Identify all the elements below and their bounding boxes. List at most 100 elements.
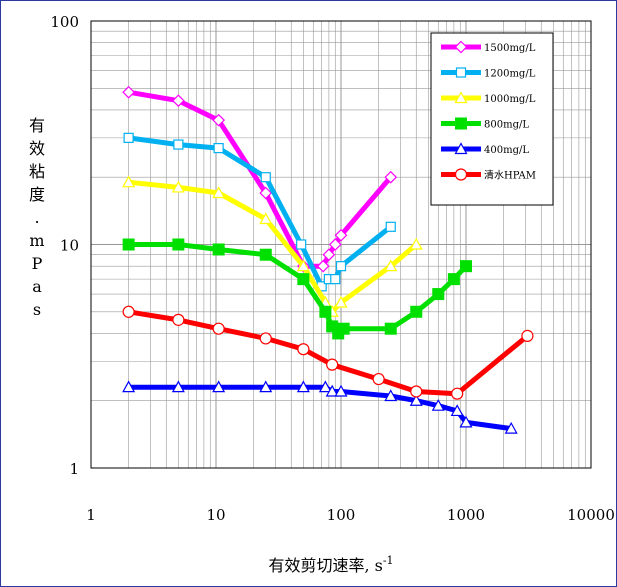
data-point bbox=[460, 260, 472, 273]
series-line bbox=[126, 179, 419, 315]
legend-item: 清水HPAM bbox=[441, 168, 536, 182]
y-tick-label: 1 bbox=[69, 460, 79, 478]
data-point bbox=[334, 228, 348, 242]
legend-item: 1000mg/L bbox=[441, 91, 536, 105]
data-point bbox=[212, 186, 226, 199]
data-point bbox=[384, 389, 398, 402]
legend-item: 1200mg/L bbox=[441, 67, 536, 80]
y-axis-title-char: s bbox=[33, 300, 41, 319]
data-point bbox=[409, 393, 423, 406]
data-point bbox=[447, 273, 460, 286]
data-point bbox=[122, 305, 135, 318]
data-point bbox=[212, 380, 226, 393]
y-axis-title-char: 度 bbox=[29, 185, 45, 204]
x-axis-title: 有效剪切速率, s-1 bbox=[268, 554, 393, 575]
series-800mg/L bbox=[122, 238, 472, 340]
legend: 1500mg/L 1200mg/L 1000mg/L 800mg/L 400mg/L 清水… bbox=[430, 32, 554, 206]
series-400mg/L bbox=[122, 380, 518, 434]
series-1000mg/L bbox=[122, 175, 423, 317]
data-point bbox=[326, 358, 339, 371]
data-point bbox=[335, 261, 347, 272]
series-lines bbox=[122, 85, 534, 434]
data-point bbox=[171, 380, 185, 393]
data-point bbox=[173, 139, 184, 150]
data-point bbox=[297, 273, 310, 286]
data-point bbox=[319, 305, 332, 318]
legend-label: 1000mg/L bbox=[484, 94, 536, 105]
data-point bbox=[454, 168, 468, 181]
data-point bbox=[213, 142, 224, 154]
data-point bbox=[521, 329, 534, 342]
data-point bbox=[172, 313, 185, 326]
data-point bbox=[451, 387, 464, 400]
data-point bbox=[325, 384, 339, 397]
data-point bbox=[410, 305, 423, 318]
legend-label: 1200mg/L bbox=[484, 69, 536, 80]
data-point bbox=[259, 186, 273, 200]
data-point bbox=[296, 239, 307, 250]
data-point bbox=[385, 221, 396, 232]
data-point bbox=[455, 117, 467, 130]
x-tick-label: 10 bbox=[206, 506, 225, 524]
data-point bbox=[384, 170, 398, 184]
legend-item: 400mg/L bbox=[441, 142, 529, 156]
data-point bbox=[334, 295, 348, 308]
y-axis-title-char: 效 bbox=[29, 139, 45, 158]
tick-labels: 1 10 100 1000 10000 1 10 100 bbox=[50, 13, 615, 524]
data-point bbox=[454, 91, 468, 104]
series-line bbox=[126, 309, 530, 397]
data-point bbox=[384, 259, 398, 272]
data-point bbox=[372, 372, 385, 386]
data-point bbox=[459, 415, 473, 428]
data-point bbox=[212, 322, 225, 335]
data-point bbox=[431, 398, 445, 411]
data-point bbox=[172, 238, 185, 251]
legend-label: 1500mg/L bbox=[484, 43, 536, 54]
data-point bbox=[171, 180, 185, 193]
data-point bbox=[504, 421, 518, 434]
series-line bbox=[126, 135, 394, 289]
data-point bbox=[454, 142, 468, 155]
data-point bbox=[432, 288, 445, 301]
data-point bbox=[259, 248, 272, 261]
y-tick-label: 100 bbox=[50, 13, 79, 31]
data-point bbox=[122, 380, 136, 393]
data-point bbox=[259, 332, 272, 345]
data-point bbox=[454, 40, 468, 54]
series-line bbox=[126, 89, 394, 269]
legend-label: 400mg/L bbox=[484, 145, 529, 156]
data-point bbox=[297, 343, 310, 356]
data-point bbox=[122, 175, 136, 188]
data-point bbox=[409, 237, 423, 250]
data-point bbox=[212, 243, 225, 256]
y-tick-label: 10 bbox=[60, 237, 79, 255]
legend-label: 清水HPAM bbox=[484, 169, 536, 182]
data-point bbox=[328, 238, 342, 251]
data-point bbox=[384, 322, 397, 335]
y-axis-title-char: 粘 bbox=[29, 162, 45, 181]
data-point bbox=[296, 259, 310, 272]
x-tick-label: 10000 bbox=[567, 506, 615, 524]
legend-box bbox=[430, 32, 554, 206]
data-point bbox=[316, 259, 330, 273]
data-point bbox=[122, 85, 135, 99]
series-清水HPAM bbox=[122, 305, 534, 400]
x-tick-label: 100 bbox=[327, 506, 356, 524]
data-point bbox=[455, 67, 467, 78]
data-point bbox=[259, 380, 273, 393]
data-point bbox=[334, 384, 348, 397]
series-1200mg/L bbox=[123, 132, 396, 292]
data-point bbox=[260, 172, 271, 183]
data-point bbox=[296, 380, 310, 393]
y-axis-title-char: m bbox=[29, 231, 44, 250]
data-point bbox=[322, 248, 336, 262]
y-axis-title-char: a bbox=[32, 277, 42, 296]
data-point bbox=[259, 212, 273, 225]
x-tick-label: 1000 bbox=[447, 506, 485, 524]
plot-area bbox=[90, 20, 592, 469]
y-axis-title-char: . bbox=[34, 208, 39, 227]
x-tick-label: 1 bbox=[86, 506, 96, 524]
legend-item: 800mg/L bbox=[441, 117, 529, 131]
